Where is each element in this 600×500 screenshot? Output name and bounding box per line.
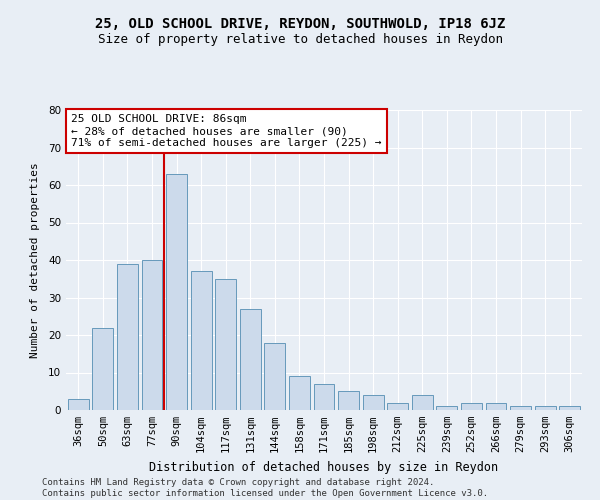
Bar xyxy=(166,174,187,410)
Bar xyxy=(215,279,236,410)
Bar xyxy=(142,260,163,410)
Bar xyxy=(92,328,113,410)
Bar xyxy=(485,402,506,410)
Bar xyxy=(387,402,408,410)
Bar xyxy=(68,399,89,410)
Bar xyxy=(559,406,580,410)
Bar xyxy=(412,395,433,410)
Bar xyxy=(289,376,310,410)
Text: Size of property relative to detached houses in Reydon: Size of property relative to detached ho… xyxy=(97,32,503,46)
Bar xyxy=(240,308,261,410)
Y-axis label: Number of detached properties: Number of detached properties xyxy=(29,162,40,358)
Bar xyxy=(117,264,138,410)
Bar xyxy=(265,342,286,410)
Bar xyxy=(510,406,531,410)
Text: Contains HM Land Registry data © Crown copyright and database right 2024.
Contai: Contains HM Land Registry data © Crown c… xyxy=(42,478,488,498)
Bar xyxy=(191,271,212,410)
Bar xyxy=(535,406,556,410)
Bar xyxy=(314,384,334,410)
Bar xyxy=(436,406,457,410)
Bar xyxy=(461,402,482,410)
X-axis label: Distribution of detached houses by size in Reydon: Distribution of detached houses by size … xyxy=(149,460,499,473)
Bar xyxy=(362,395,383,410)
Text: 25 OLD SCHOOL DRIVE: 86sqm
← 28% of detached houses are smaller (90)
71% of semi: 25 OLD SCHOOL DRIVE: 86sqm ← 28% of deta… xyxy=(71,114,382,148)
Text: 25, OLD SCHOOL DRIVE, REYDON, SOUTHWOLD, IP18 6JZ: 25, OLD SCHOOL DRIVE, REYDON, SOUTHWOLD,… xyxy=(95,18,505,32)
Bar xyxy=(338,391,359,410)
